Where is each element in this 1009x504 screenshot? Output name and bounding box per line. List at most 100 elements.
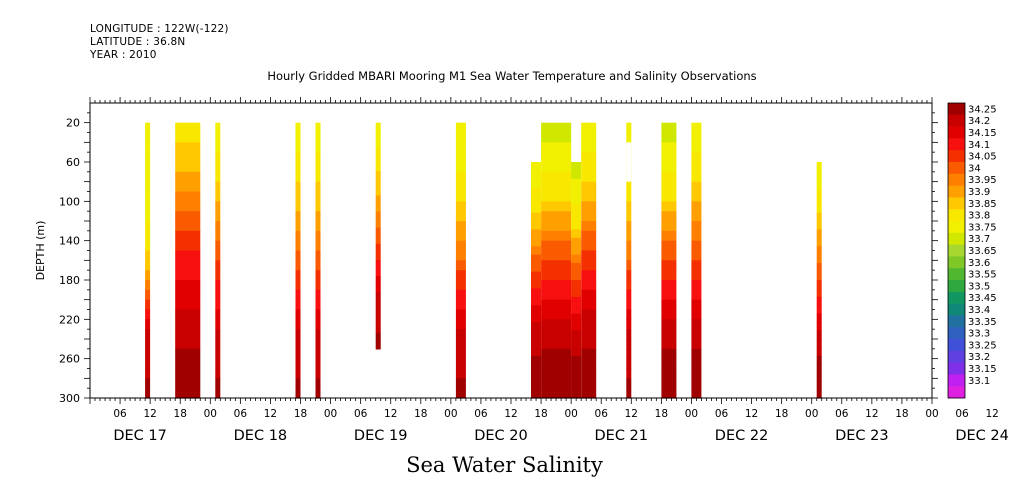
salinity-cell xyxy=(531,263,541,273)
salinity-cell xyxy=(295,122,301,134)
salinity-cell xyxy=(175,142,201,153)
salinity-cell xyxy=(375,203,381,213)
x-tick-label: 12 xyxy=(264,408,277,420)
salinity-cell xyxy=(145,260,151,271)
salinity-cell xyxy=(145,191,151,202)
colorbar-swatch xyxy=(948,173,965,186)
salinity-cell xyxy=(215,171,221,183)
salinity-cell xyxy=(571,280,582,289)
salinity-cell xyxy=(541,171,572,183)
salinity-cell xyxy=(661,270,677,281)
x-tick-label: 06 xyxy=(595,408,609,420)
colorbar-swatch xyxy=(948,256,965,269)
salinity-cell xyxy=(531,246,541,256)
salinity-cell xyxy=(581,230,597,242)
salinity-cell xyxy=(375,130,381,140)
salinity-cell xyxy=(691,181,702,193)
salinity-column xyxy=(661,122,677,399)
salinity-cell xyxy=(541,221,572,232)
salinity-cell xyxy=(816,339,822,348)
salinity-cell xyxy=(295,250,301,261)
salinity-cell xyxy=(541,162,572,173)
salinity-cell xyxy=(626,230,632,242)
salinity-cell xyxy=(541,152,572,163)
salinity-cell xyxy=(581,319,597,330)
salinity-cell xyxy=(571,271,582,281)
colorbar-label: 33.35 xyxy=(968,317,997,328)
salinity-cell xyxy=(571,187,582,197)
colorbar-label: 33.1 xyxy=(968,376,990,387)
salinity-cell xyxy=(816,263,822,273)
colorbar-swatch xyxy=(948,150,965,163)
colorbar-swatch xyxy=(948,315,965,328)
salinity-cell xyxy=(531,381,541,391)
colorbar-label: 33.8 xyxy=(968,211,990,222)
salinity-cell xyxy=(215,289,221,301)
salinity-cell xyxy=(145,211,151,222)
x-tick-label: 06 xyxy=(354,408,368,420)
colorbar-swatch xyxy=(948,185,965,198)
salinity-cell xyxy=(661,309,677,320)
y-tick-label: 60 xyxy=(66,156,80,169)
salinity-cell xyxy=(175,230,201,242)
colorbar-label: 33.6 xyxy=(968,258,990,269)
salinity-column xyxy=(531,162,541,399)
salinity-cell xyxy=(571,263,582,273)
salinity-cell xyxy=(661,211,677,222)
salinity-column xyxy=(295,122,301,399)
salinity-cell xyxy=(626,250,632,261)
colorbar-swatch xyxy=(948,339,965,352)
salinity-cell xyxy=(691,221,702,232)
salinity-cell xyxy=(215,191,221,202)
salinity-cell xyxy=(626,201,632,212)
salinity-cell xyxy=(295,319,301,330)
salinity-cell xyxy=(175,299,201,311)
salinity-cell xyxy=(295,348,301,360)
x-tick-label: 06 xyxy=(715,408,729,420)
salinity-cell xyxy=(661,181,677,193)
salinity-cell xyxy=(541,211,572,222)
salinity-cell xyxy=(455,201,466,212)
salinity-cell xyxy=(626,240,632,252)
salinity-cell xyxy=(215,280,221,291)
salinity-cell xyxy=(691,230,702,242)
salinity-cell xyxy=(531,195,541,205)
salinity-cell xyxy=(541,368,572,379)
salinity-cell xyxy=(215,309,221,320)
salinity-cell xyxy=(541,329,572,340)
salinity-cell xyxy=(541,270,572,281)
salinity-cell xyxy=(175,260,201,271)
colorbar-swatch xyxy=(948,126,965,139)
salinity-cell xyxy=(816,170,822,180)
salinity-cell xyxy=(375,243,381,253)
salinity-cell xyxy=(816,221,822,230)
salinity-cell xyxy=(691,280,702,291)
colorbar-swatch xyxy=(948,350,965,363)
salinity-cell xyxy=(455,348,466,360)
salinity-cell xyxy=(541,378,572,389)
salinity-cell xyxy=(375,235,381,245)
salinity-cell xyxy=(816,296,822,306)
salinity-cell xyxy=(541,319,572,330)
salinity-cell xyxy=(175,132,201,143)
salinity-cell xyxy=(581,152,597,163)
x-date-label: DEC 17 xyxy=(113,428,167,444)
salinity-cell xyxy=(816,162,822,171)
salinity-cell xyxy=(215,348,221,360)
salinity-cell xyxy=(531,372,541,382)
y-axis-label: DEPTH (m) xyxy=(34,221,47,281)
salinity-cell xyxy=(375,284,381,293)
salinity-cell xyxy=(661,378,677,389)
salinity-cell xyxy=(375,171,381,180)
salinity-cell xyxy=(295,201,301,212)
salinity-cell xyxy=(626,388,632,399)
x-tick-label: 00 xyxy=(564,408,577,420)
colorbar-label: 34.05 xyxy=(968,152,997,163)
salinity-cell xyxy=(175,171,201,183)
salinity-cell xyxy=(455,280,466,291)
salinity-cell xyxy=(315,191,321,202)
salinity-cell xyxy=(455,142,466,153)
salinity-cell xyxy=(581,250,597,261)
salinity-cell xyxy=(691,132,702,143)
salinity-cell xyxy=(375,260,381,269)
